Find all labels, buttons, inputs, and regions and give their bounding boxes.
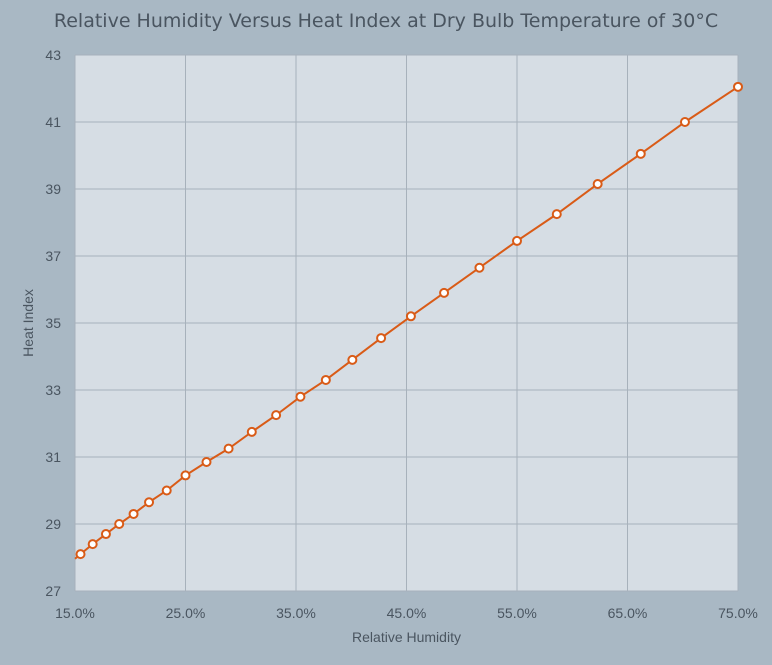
data-point [201,457,212,468]
data-point [592,178,603,189]
y-tick-label: 27 [45,583,61,599]
y-tick-label: 33 [45,382,61,398]
data-point [87,539,98,550]
data-point [733,81,743,92]
y-tick-label: 35 [45,315,61,331]
y-tick-label: 41 [45,114,61,130]
data-point [551,209,562,220]
data-point [439,287,450,298]
data-point [161,485,172,496]
y-tick-label: 37 [45,248,61,264]
data-point [376,333,387,344]
data-point [180,470,191,481]
chart-title: Relative Humidity Versus Heat Index at D… [53,10,719,32]
x-tick-label: 25.0% [166,605,206,621]
data-point [75,549,86,560]
y-axis-title: Heat Index [20,289,36,357]
data-point [635,148,646,159]
data-point [679,117,690,127]
data-point [320,374,331,385]
data-point [347,354,358,365]
x-tick-label: 15.0% [55,605,95,621]
x-tick-label: 45.0% [387,605,427,621]
data-point [295,391,306,402]
data-point [474,262,485,273]
x-axis-title: Relative Humidity [352,629,461,645]
data-point [128,508,139,519]
x-tick-label: 65.0% [608,605,648,621]
x-tick-label: 35.0% [276,605,316,621]
y-tick-label: 29 [45,516,61,532]
data-point [144,497,155,508]
x-tick-label: 75.0% [718,605,758,621]
data-point [223,443,234,454]
y-tick-label: 39 [45,181,61,197]
x-tick-label: 55.0% [497,605,537,621]
data-point [405,311,416,322]
data-point [114,519,125,529]
data-point [512,235,522,246]
y-tick-label: 43 [45,47,61,63]
data-point [271,410,282,421]
data-point [246,426,257,437]
y-tick-label: 31 [45,449,61,465]
data-point [100,529,111,540]
